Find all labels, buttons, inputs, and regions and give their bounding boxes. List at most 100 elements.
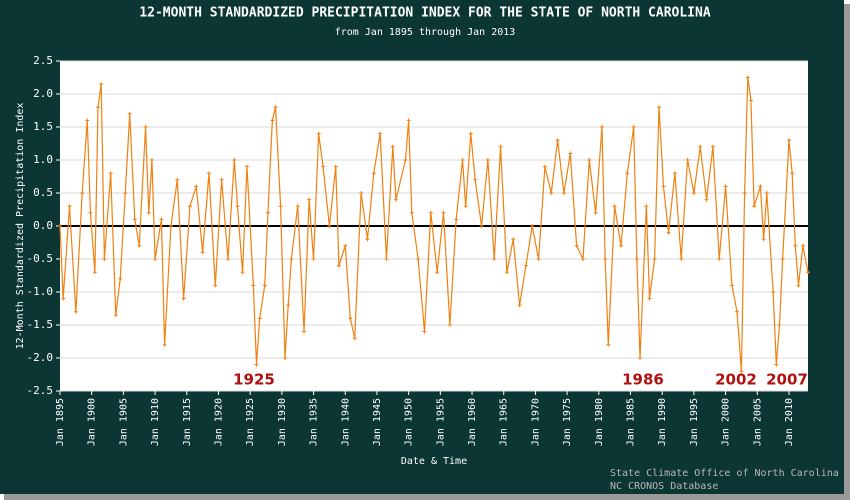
x-tick-label: Jan 1965	[499, 398, 510, 446]
x-tick-label: Jan 1995	[689, 398, 700, 446]
point-marker	[213, 283, 218, 288]
point-marker	[336, 263, 341, 268]
point-marker	[283, 356, 288, 360]
y-tick-label: 1.0	[33, 153, 53, 166]
x-tick-label: Jan 1980	[594, 398, 605, 446]
point-marker	[619, 243, 623, 248]
x-axis-label: Date & Time	[401, 456, 467, 467]
annotation: 1986	[622, 371, 664, 389]
annotation: 2002	[715, 371, 757, 389]
annotation: 1925	[233, 371, 275, 389]
point-marker	[316, 131, 321, 136]
point-marker	[80, 191, 85, 195]
x-tick-label: Jan 1930	[277, 398, 288, 446]
point-marker	[685, 158, 690, 162]
point-marker	[536, 257, 541, 261]
point-marker	[460, 158, 465, 162]
point-marker	[511, 237, 516, 242]
x-tick-label: Jan 1905	[118, 398, 129, 446]
point-marker	[606, 342, 611, 347]
point-marker	[352, 336, 357, 341]
point-marker	[235, 204, 240, 209]
y-tick-label: -2.0	[27, 351, 54, 364]
point-marker	[123, 191, 128, 195]
point-marker	[194, 184, 199, 189]
point-marker	[99, 82, 104, 87]
point-marker	[758, 184, 763, 189]
point-marker	[441, 210, 446, 215]
point-marker	[800, 243, 805, 248]
point-marker	[162, 342, 167, 347]
point-marker	[289, 257, 294, 261]
point-marker	[454, 217, 459, 222]
point-marker	[672, 171, 677, 176]
point-marker	[327, 224, 332, 228]
point-marker	[403, 158, 408, 162]
point-marker	[175, 177, 180, 182]
chart-subtitle: from Jan 1895 through Jan 2013	[335, 27, 516, 38]
point-marker	[555, 138, 560, 143]
point-marker	[644, 204, 649, 209]
point-marker	[422, 329, 427, 334]
point-marker	[748, 98, 753, 103]
point-marker	[523, 263, 528, 268]
point-marker	[118, 276, 123, 281]
point-marker	[599, 125, 604, 129]
point-marker	[393, 197, 398, 202]
point-marker	[704, 197, 709, 202]
point-marker	[463, 204, 468, 209]
point-marker	[761, 237, 766, 242]
x-tick-label: Jan 2005	[752, 398, 763, 446]
point-marker	[302, 329, 307, 334]
point-marker	[132, 217, 137, 222]
x-tick-label: Jan 1915	[182, 398, 193, 446]
credit: State Climate Office of North Carolina	[610, 468, 839, 479]
point-marker	[638, 356, 643, 360]
point-marker	[593, 210, 598, 215]
point-marker	[631, 125, 636, 129]
point-marker	[406, 118, 411, 123]
point-marker	[723, 184, 728, 189]
y-tick-label: 2.5	[33, 54, 53, 67]
point-marker	[517, 303, 522, 308]
point-marker	[786, 138, 791, 143]
annotation: 2007	[766, 371, 808, 389]
point-marker	[634, 257, 639, 261]
point-marker	[652, 257, 657, 261]
point-marker	[113, 313, 118, 318]
point-marker	[153, 257, 158, 261]
point-marker	[245, 164, 249, 169]
x-tick-label: Jan 1920	[213, 398, 224, 446]
point-marker	[96, 105, 101, 110]
x-tick-label: Jan 1970	[530, 398, 541, 446]
point-marker	[587, 158, 592, 162]
y-tick-label: -2.5	[27, 384, 54, 397]
x-tick-label: Jan 1910	[150, 398, 161, 446]
point-marker	[365, 237, 370, 242]
y-tick-label: 0.5	[33, 186, 53, 199]
point-marker	[468, 131, 473, 136]
point-marker	[473, 177, 478, 182]
x-tick-label: Jan 1900	[87, 398, 98, 446]
point-marker	[225, 257, 230, 261]
point-marker	[780, 257, 785, 261]
point-marker	[384, 257, 389, 261]
point-marker	[485, 158, 490, 162]
point-marker	[796, 283, 801, 288]
point-marker	[321, 164, 326, 169]
point-marker	[428, 210, 433, 215]
point-marker	[603, 257, 608, 261]
point-marker	[333, 164, 338, 169]
point-marker	[717, 257, 722, 261]
point-marker	[137, 243, 142, 248]
y-tick-label: -1.0	[27, 285, 54, 298]
point-marker	[542, 164, 547, 169]
point-marker	[251, 283, 256, 288]
x-tick-label: Jan 1960	[467, 398, 478, 446]
point-marker	[504, 270, 509, 275]
point-marker	[102, 257, 107, 261]
x-tick-label: Jan 1950	[404, 398, 415, 446]
point-marker	[149, 158, 154, 162]
point-marker	[574, 243, 579, 248]
